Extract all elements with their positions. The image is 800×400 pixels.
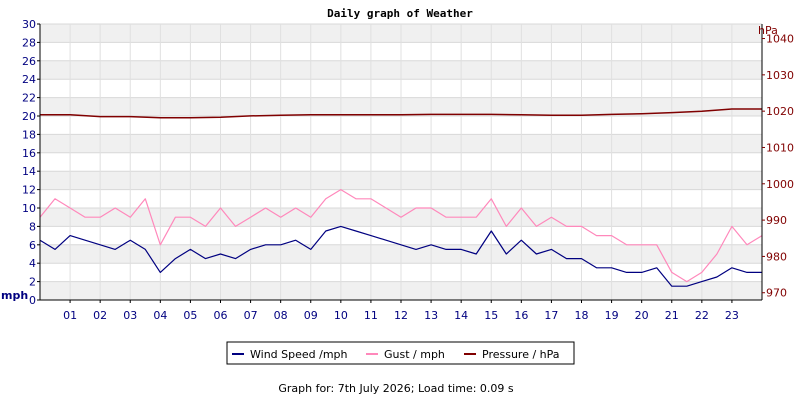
x-axis-ticks: 01 02 03 04 05 06 07 08 09 10 11 12 13 14 15 16 17 18 19 20… — [63, 300, 739, 322]
chart-title: Daily graph of Weather — [327, 7, 473, 20]
x-tick-label: 23 — [725, 309, 739, 322]
left-tick-label: 12 — [22, 184, 36, 197]
left-tick-label: 10 — [22, 202, 36, 215]
left-tick-label: 16 — [22, 147, 36, 160]
x-tick-label: 21 — [665, 309, 679, 322]
left-tick-label: 22 — [22, 92, 36, 105]
x-tick-label: 06 — [214, 309, 228, 322]
series-line-3 — [40, 108, 762, 119]
left-tick-label: 20 — [22, 110, 36, 123]
series-layer — [39, 108, 763, 287]
left-tick-label: 30 — [22, 18, 36, 31]
left-tick-label: 8 — [29, 220, 36, 233]
x-tick-label: 03 — [123, 309, 137, 322]
right-tick-label: 1020 — [766, 105, 794, 118]
legend: Wind Speed /mph Gust / mph Pressure / hPa — [226, 341, 575, 365]
legend-label-2: Gust / mph — [384, 348, 445, 361]
x-tick-label: 18 — [575, 309, 589, 322]
legend-label-3: Pressure / hPa — [482, 348, 560, 361]
x-tick-label: 17 — [544, 309, 558, 322]
x-tick-label: 14 — [454, 309, 468, 322]
right-tick-label: 1040 — [766, 33, 794, 46]
x-tick-label: 01 — [63, 309, 77, 322]
left-tick-label: 18 — [22, 128, 36, 141]
x-tick-label: 11 — [364, 309, 378, 322]
x-tick-label: 20 — [635, 309, 649, 322]
right-tick-label: 1000 — [766, 178, 794, 191]
x-tick-label: 16 — [514, 309, 528, 322]
x-tick-label: 12 — [394, 309, 408, 322]
right-tick-label: 1010 — [766, 141, 794, 154]
legend-label-1: Wind Speed /mph — [250, 348, 348, 361]
left-tick-label: 4 — [29, 257, 36, 270]
x-tick-label: 19 — [605, 309, 619, 322]
x-tick-label: 22 — [695, 309, 709, 322]
x-tick-label: 08 — [274, 309, 288, 322]
x-tick-label: 09 — [304, 309, 318, 322]
left-tick-label: 6 — [29, 239, 36, 252]
x-tick-label: 10 — [334, 309, 348, 322]
right-tick-label: 1030 — [766, 69, 794, 82]
legend-box — [226, 341, 575, 365]
footer-text: Graph for: 7th July 2026; Load time: 0.0… — [278, 382, 514, 395]
right-tick-label: 970 — [766, 287, 787, 300]
right-axis-ticks: 970 980 990 1000 1010 1020 1030 1040 — [762, 33, 794, 300]
right-tick-label: 980 — [766, 250, 787, 263]
left-tick-label: 26 — [22, 55, 36, 68]
left-tick-label: 24 — [22, 73, 36, 86]
x-tick-label: 07 — [244, 309, 258, 322]
x-tick-label: 04 — [153, 309, 167, 322]
left-tick-label: 28 — [22, 36, 36, 49]
x-tick-label: 13 — [424, 309, 438, 322]
x-tick-label: 02 — [93, 309, 107, 322]
series-line-2 — [39, 189, 763, 283]
left-tick-label: 2 — [29, 276, 36, 289]
x-tick-label: 15 — [484, 309, 498, 322]
right-tick-label: 990 — [766, 214, 787, 227]
left-tick-label: 0 — [29, 294, 36, 307]
left-tick-label: 14 — [22, 165, 36, 178]
x-tick-label: 05 — [183, 309, 197, 322]
right-axis-unit: hPa — [758, 24, 778, 37]
left-axis-unit: mph — [1, 289, 28, 302]
series-line-1 — [39, 225, 762, 287]
